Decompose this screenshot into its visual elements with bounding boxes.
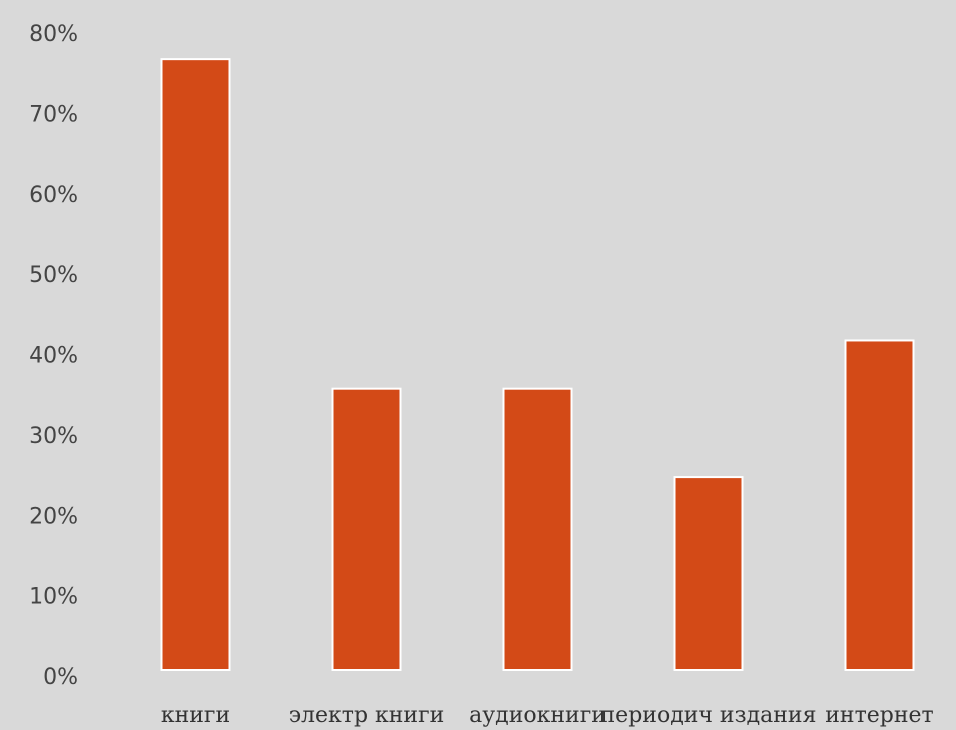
- bar: [331, 387, 402, 671]
- x-tick-label: аудиокниги: [469, 703, 606, 728]
- y-tick-label: 0%: [43, 665, 78, 690]
- bar: [673, 476, 744, 671]
- x-tick-label: книги: [161, 703, 230, 728]
- y-tick-label: 70%: [29, 102, 78, 127]
- x-tick-label: периодич издания: [601, 703, 817, 728]
- y-tick-label: 80%: [29, 22, 78, 47]
- y-tick-label: 50%: [29, 263, 78, 288]
- bar: [160, 58, 231, 671]
- y-tick-label: 60%: [29, 183, 78, 208]
- y-tick-label: 30%: [29, 424, 78, 449]
- y-tick-label: 10%: [29, 585, 78, 610]
- bar: [844, 339, 915, 671]
- x-tick-label: электр книги: [289, 703, 445, 728]
- x-tick-label: интернет: [825, 703, 933, 728]
- y-tick-label: 40%: [29, 344, 78, 369]
- y-tick-label: 20%: [29, 504, 78, 529]
- bar: [502, 387, 573, 671]
